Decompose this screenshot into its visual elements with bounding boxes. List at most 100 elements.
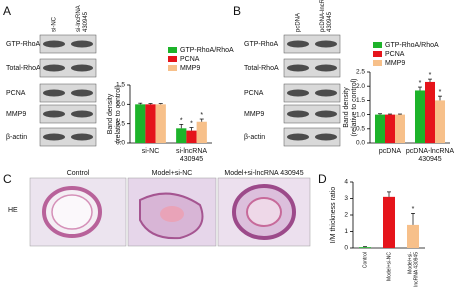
blot-column-label: 430945 [327,11,333,32]
x-tick-label: si-NC [142,148,160,155]
blot-column-label: si-NC [52,16,58,32]
y-axis-label: (relative to control) [351,79,358,137]
blot-row-label: Total-RhoA [6,65,41,72]
y-tick-label: 3 [344,195,348,202]
blot-band [315,110,337,118]
blot-band [43,89,65,97]
y-tick-label: 1.5 [116,82,125,89]
blot-row-label: MMP9 [6,111,26,118]
blot-band [287,64,309,72]
blot-band [315,40,337,48]
bar [186,130,197,143]
blot [39,127,97,147]
legend-label: MMP9 [180,65,200,72]
y-tick-label: 1.5 [356,97,365,104]
legend-swatch [168,56,177,62]
y-tick-label: 0 [344,245,348,252]
x-tick-label: 430945 [180,156,203,163]
y-tick-label: 0.5 [356,126,365,133]
x-tick-label: si-lncRNA [176,148,207,155]
legend-label: PCNA [385,51,405,58]
y-tick-label: 1.0 [356,111,365,118]
blot [39,83,97,103]
x-tick-label: Model+si- [407,252,413,274]
bar [135,104,146,143]
y-tick-label: 0.0 [356,140,365,147]
legend-swatch [373,51,382,57]
bar [385,114,395,143]
bar [383,196,395,248]
blot-column-label: pcDNA [296,13,302,32]
blot [283,127,341,147]
blot-band [43,64,65,72]
blot-band [287,110,309,118]
bar [425,81,435,143]
blot-row-label: β-actin [6,134,27,141]
y-tick-label: 2 [344,212,348,219]
legend-swatch [373,42,382,48]
blot-row-label: PCNA [244,90,264,97]
x-tick-label: pcDNA-lncRNA [406,148,455,155]
x-tick-label: pcDNA [379,148,402,155]
bar [415,90,425,143]
panel-label: B [233,4,241,18]
blot [283,104,341,124]
blot-column-label: si-lncRNA [76,5,82,32]
significance-marker: * [439,89,442,96]
blot-column-label: pcDNA-lncRNA [320,0,326,32]
bar [395,114,405,143]
y-axis-label: Band density [343,87,350,128]
y-tick-label: 4 [344,179,348,186]
blot-band [315,89,337,97]
legend-label: GTP-RhoA/RhoA [385,42,439,49]
blot [39,58,97,78]
blot-band [315,133,337,141]
x-tick-label: Control [362,252,368,268]
y-axis-label: I/M thickness ratio [330,187,337,244]
image-title: Control [67,170,90,177]
y-tick-label: 1.0 [116,101,125,108]
bar [407,224,419,248]
blot-band [315,64,337,72]
significance-marker: * [190,120,193,127]
blot [39,104,97,124]
bar [435,100,445,143]
bar [359,247,371,248]
blot-band [43,110,65,118]
legend-label: PCNA [180,56,200,63]
blot-band [287,133,309,141]
y-tick-label: 2.0 [356,83,365,90]
blot-band [71,133,93,141]
bar [145,104,156,143]
significance-marker: * [180,117,183,124]
blot-band [287,89,309,97]
stain-label: HE [8,207,18,214]
blot-band [71,64,93,72]
blot-row-label: MMP9 [244,111,264,118]
bar [176,128,187,143]
blot-band [71,110,93,118]
y-axis-label: (relative to control) [115,85,122,143]
significance-marker: * [429,72,432,79]
y-axis-label: Band density [107,93,114,134]
legend-swatch [168,65,177,71]
blot [283,34,341,54]
blot-row-label: GTP-RhoA [6,41,41,48]
blot-band [287,40,309,48]
blot-column-label: 430945 [83,11,89,32]
histology [29,177,311,247]
y-tick-label: 2.5 [356,69,365,76]
image-title: Model+si-lncRNA 430945 [224,170,303,177]
y-tick-label: 0.0 [116,140,125,147]
bar [375,114,385,143]
significance-marker: * [412,206,415,213]
blot-band [43,133,65,141]
legend-label: MMP9 [385,60,405,67]
legend-swatch [168,47,177,53]
y-tick-label: 0.5 [116,120,125,127]
blot-row-label: GTP-RhoA [244,41,279,48]
x-tick-label: Model+si-NC [386,252,392,281]
blot-band [43,40,65,48]
image-title: Model+si-NC [152,170,193,177]
